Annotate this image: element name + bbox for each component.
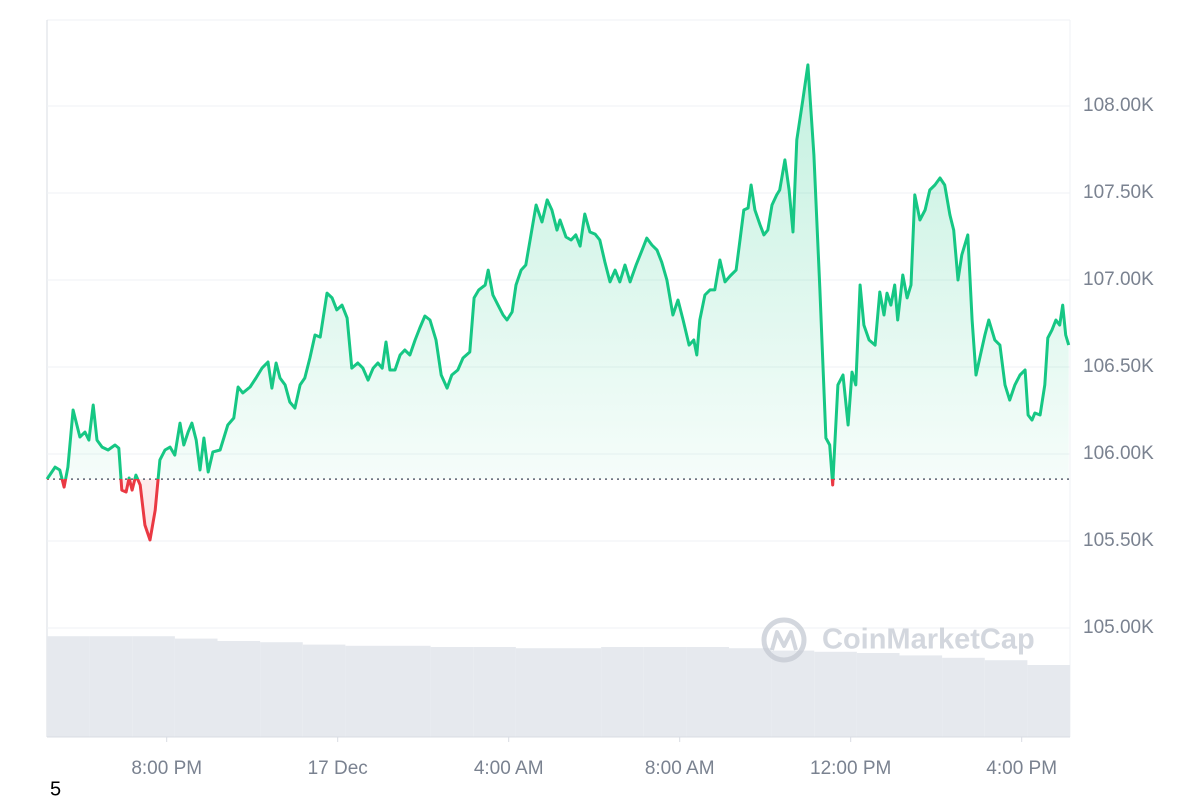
volume-bar — [643, 647, 687, 737]
y-tick-label: 108.00K — [1083, 95, 1154, 116]
x-tick-label: 17 Dec — [308, 758, 368, 779]
y-tick-label: 105.00K — [1083, 617, 1154, 638]
marks-layer — [45, 63, 1071, 542]
volume-bar — [601, 647, 644, 737]
volume-bar — [260, 642, 303, 737]
x-tick-label: 12:00 PM — [810, 758, 891, 779]
y-tick-label: 106.00K — [1083, 443, 1154, 464]
volume-bar — [729, 648, 772, 737]
x-tick-label: 8:00 AM — [645, 758, 715, 779]
y-tick-label: 106.50K — [1083, 356, 1154, 377]
x-tick-label: 4:00 AM — [474, 758, 544, 779]
watermark: CoinMarketCap — [761, 617, 1035, 663]
volume-bar — [217, 641, 261, 737]
volume-bar — [345, 645, 388, 737]
volume-bar — [388, 645, 431, 737]
watermark-logo — [761, 617, 807, 663]
volume-bar — [984, 660, 1028, 737]
volume-bar — [814, 651, 857, 737]
volume-bar — [558, 648, 602, 737]
volume-bar — [132, 636, 175, 737]
volume-bar — [47, 636, 90, 737]
volume-bar — [899, 655, 943, 737]
footnote: 5 — [50, 778, 61, 800]
x-tick-label: 8:00 PM — [131, 758, 202, 779]
volume-bar — [89, 636, 133, 737]
volume-bar — [942, 657, 985, 737]
watermark-logo-mark — [770, 630, 798, 651]
x-tick-label: 4:00 PM — [986, 758, 1057, 779]
price-area — [47, 64, 1069, 541]
volume-bar — [174, 638, 218, 737]
volume-bar — [771, 650, 815, 737]
y-tick-label: 107.00K — [1083, 269, 1154, 290]
volume-layer — [47, 636, 1070, 737]
volume-bar — [515, 648, 559, 737]
volume-bar — [856, 653, 900, 737]
price-line — [45, 63, 1071, 542]
y-tick-label: 105.50K — [1083, 530, 1154, 551]
volume-bar — [686, 647, 729, 737]
y-tick-label: 107.50K — [1083, 182, 1154, 203]
volume-bar — [302, 644, 346, 737]
volume-bar — [430, 647, 474, 737]
watermark-text: CoinMarketCap — [822, 624, 1035, 656]
volume-bar — [473, 647, 516, 737]
volume-bar — [1027, 665, 1070, 737]
